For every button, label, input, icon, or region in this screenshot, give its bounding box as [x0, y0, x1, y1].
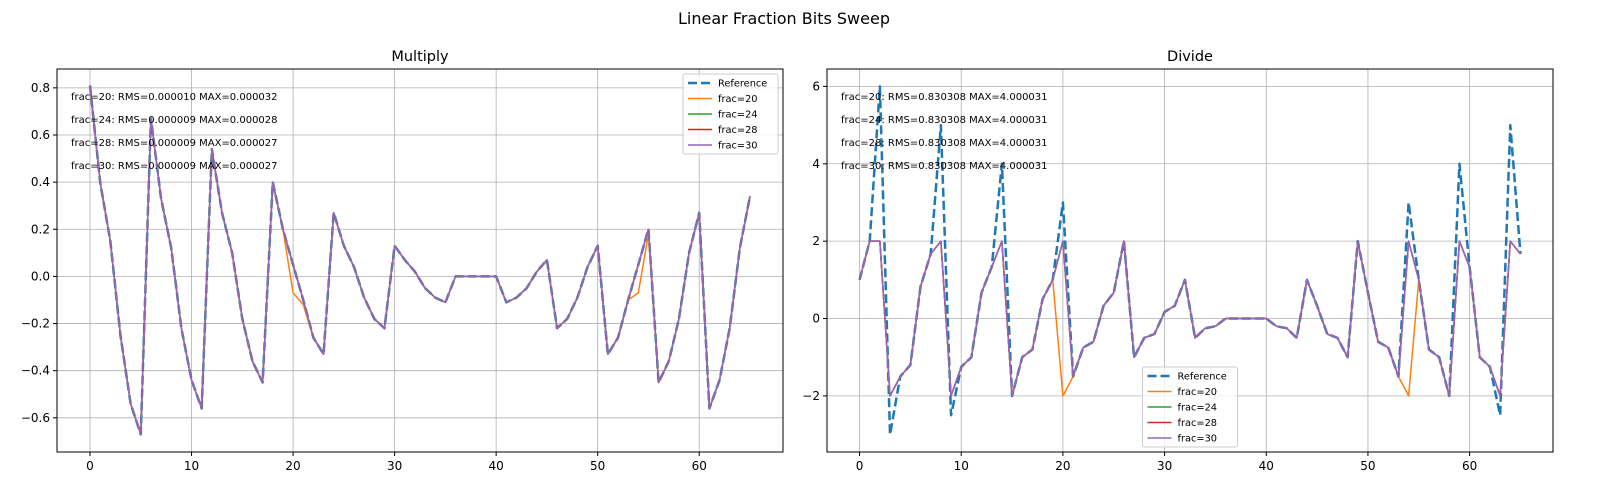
- y-tick-label: −0.2: [21, 317, 50, 331]
- plot-area: [57, 69, 783, 452]
- x-tick-label: 0: [856, 459, 864, 473]
- axes-frame: [826, 68, 1554, 453]
- series-line-frac-30: [858, 240, 1522, 397]
- legend-label: frac=24: [1178, 403, 1218, 414]
- y-tick-label: 2: [812, 234, 820, 248]
- annotation-text: frac=24: RMS=0.000009 MAX=0.000028: [71, 115, 278, 126]
- y-tick-label: 0.0: [31, 269, 50, 283]
- series-line-frac-30: [89, 85, 751, 436]
- y-tick-label: 0: [812, 312, 820, 326]
- x-tick-label: 10: [184, 459, 199, 473]
- y-tick-label: −2: [802, 389, 820, 403]
- legend-frame: [1142, 366, 1238, 448]
- subplot-title: Multiply: [391, 49, 449, 65]
- legend-label: frac=30: [1178, 434, 1218, 445]
- legend-label: frac=28: [718, 125, 758, 136]
- y-tick-label: −0.6: [21, 411, 50, 425]
- subplot-title: Divide: [1167, 49, 1213, 65]
- x-tick-label: 60: [692, 459, 707, 473]
- legend-frame: [682, 73, 779, 155]
- x-tick-label: 20: [285, 459, 300, 473]
- annotation-text: frac=20: RMS=0.830308 MAX=4.000031: [841, 92, 1048, 103]
- annotation-text: frac=20: RMS=0.000010 MAX=0.000032: [71, 92, 278, 103]
- legend-label: Reference: [718, 79, 767, 90]
- series-group: [88, 85, 752, 436]
- series-group: [858, 85, 1522, 436]
- x-tick-label: 10: [954, 459, 969, 473]
- x-tick-label: 40: [489, 459, 504, 473]
- y-tick-label: 0.6: [31, 128, 50, 142]
- legend-label: frac=30: [718, 141, 758, 152]
- legend-label: frac=20: [1178, 387, 1218, 398]
- x-tick-label: 30: [1157, 459, 1172, 473]
- legend-label: frac=20: [718, 94, 758, 105]
- annotation-text: frac=28: RMS=0.830308 MAX=4.000031: [841, 138, 1048, 149]
- y-tick-label: 0.4: [31, 175, 50, 189]
- x-tick-label: 60: [1462, 459, 1477, 473]
- legend: Reference frac=20 frac=24 frac=28 frac=30: [682, 73, 779, 155]
- legend: Reference frac=20 frac=24 frac=28 frac=30: [1142, 366, 1238, 448]
- y-tick-label: 0.8: [31, 81, 50, 95]
- axes-frame: [56, 68, 784, 453]
- annotation-text: frac=24: RMS=0.830308 MAX=4.000031: [841, 115, 1048, 126]
- x-tick-label: 20: [1055, 459, 1070, 473]
- x-tick-label: 0: [86, 459, 94, 473]
- x-tick-label: 50: [590, 459, 605, 473]
- subplot-divide: 0 10 20 30 40 50 60 −2 0 2 4 6 Divide frac=20: RMS=0.…: [802, 49, 1554, 473]
- x-tick-label: 50: [1360, 459, 1375, 473]
- y-tick-label: −0.4: [21, 364, 50, 378]
- annotation-text: frac=28: RMS=0.000009 MAX=0.000027: [71, 138, 278, 149]
- x-tick-label: 30: [387, 459, 402, 473]
- legend-label: frac=28: [1178, 418, 1218, 429]
- figure-suptitle: Linear Fraction Bits Sweep: [678, 9, 890, 28]
- legend-label: frac=24: [718, 110, 758, 121]
- y-tick-label: 6: [812, 79, 820, 93]
- annotation-text: frac=30: RMS=0.830308 MAX=4.000031: [841, 161, 1048, 172]
- y-tick-label: 4: [812, 157, 820, 171]
- annotation-text: frac=30: RMS=0.000009 MAX=0.000027: [71, 161, 278, 172]
- legend-label: Reference: [1178, 372, 1227, 383]
- y-tick-label: 0.2: [31, 222, 50, 236]
- x-tick-label: 40: [1259, 459, 1274, 473]
- subplot-multiply: 0 10 20 30 40 50 60 −0.6 −0.4 −0.2 0.0 0.2 0.4 0.6 0.8…: [21, 49, 784, 473]
